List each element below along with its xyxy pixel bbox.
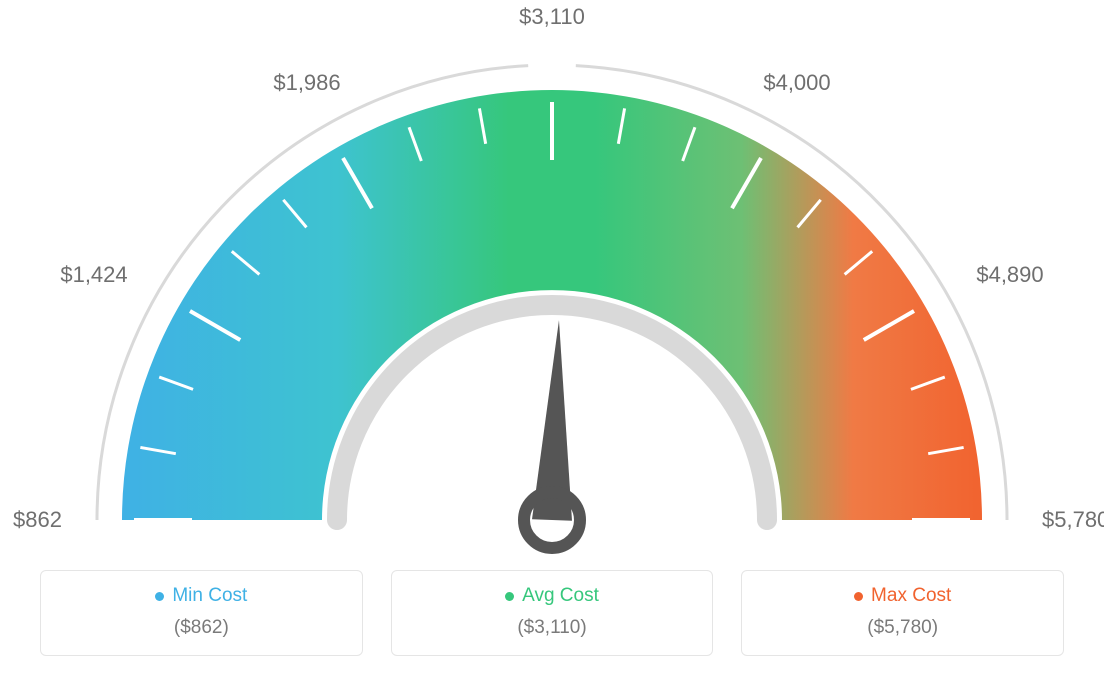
tick-label: $3,110 — [519, 4, 585, 30]
legend-label: Min Cost — [172, 585, 247, 607]
legend-label-row: Min Cost — [51, 585, 352, 607]
legend-dot-icon — [505, 592, 514, 601]
legend-card: Max Cost ($5,780) — [741, 570, 1064, 656]
legend-dot-icon — [854, 592, 863, 601]
legend-card: Avg Cost ($3,110) — [391, 570, 714, 656]
legend-value: ($862) — [51, 617, 352, 639]
tick-label: $5,780 — [1042, 507, 1104, 533]
tick-label: $1,986 — [273, 70, 340, 96]
tick-label: $4,000 — [763, 70, 830, 96]
gauge-svg — [0, 0, 1104, 560]
legend-value: ($5,780) — [752, 617, 1053, 639]
legend-dot-icon — [155, 592, 164, 601]
tick-label: $1,424 — [60, 262, 127, 288]
cost-gauge-chart: $862 $1,424 $1,986 $3,110 $4,000 $4,890 $5,780… — [0, 0, 1104, 690]
legend-label-row: Avg Cost — [402, 585, 703, 607]
tick-label: $4,890 — [976, 262, 1043, 288]
legend-label: Avg Cost — [522, 585, 599, 607]
tick-label: $862 — [13, 507, 62, 533]
gauge-area: $862 $1,424 $1,986 $3,110 $4,000 $4,890 $5,780 — [0, 0, 1104, 560]
legend-label-row: Max Cost — [752, 585, 1053, 607]
legend-row: Min Cost ($862) Avg Cost ($3,110) Max Cost ($… — [0, 570, 1104, 656]
legend-label: Max Cost — [871, 585, 951, 607]
legend-card: Min Cost ($862) — [40, 570, 363, 656]
legend-value: ($3,110) — [402, 617, 703, 639]
